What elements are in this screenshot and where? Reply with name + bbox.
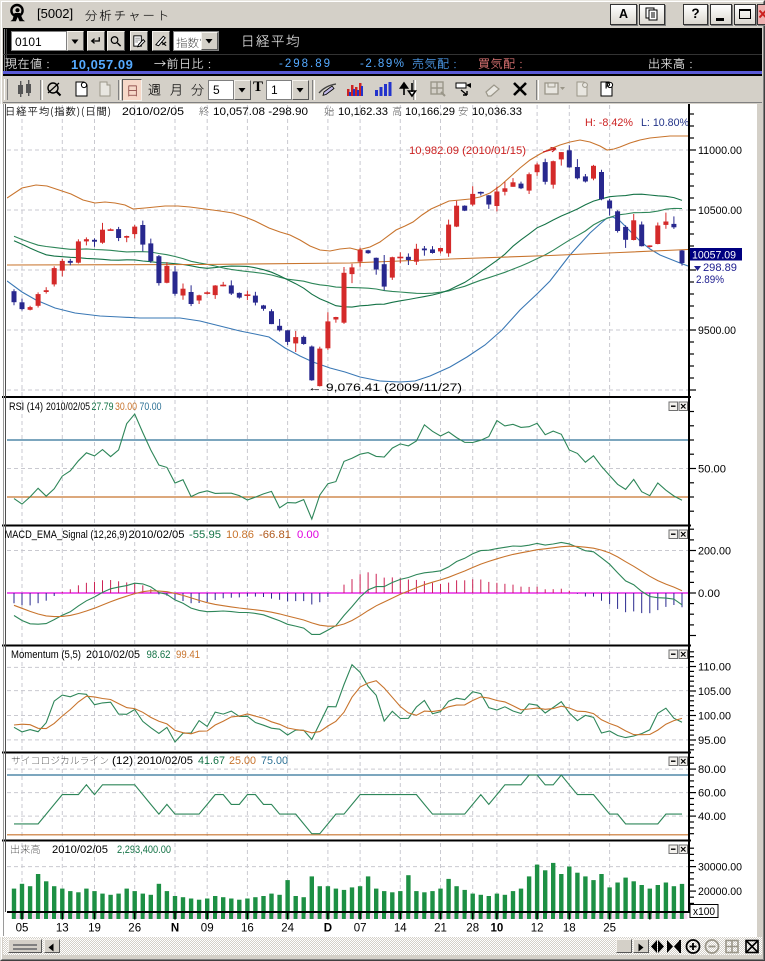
svg-text:10,982.09 (2010/01/15): 10,982.09 (2010/01/15) <box>409 145 526 157</box>
svg-text:2010/02/05: 2010/02/05 <box>129 529 185 541</box>
svg-text:80.00: 80.00 <box>698 764 726 776</box>
svg-text:25: 25 <box>603 923 616 935</box>
svg-text:(12): (12) <box>112 755 133 767</box>
svg-text:10,057.08 -298.90: 10,057.08 -298.90 <box>213 106 308 118</box>
svg-text:30.00: 30.00 <box>115 401 137 413</box>
svg-text:27.79: 27.79 <box>92 401 114 413</box>
svg-text:10.86: 10.86 <box>226 529 254 541</box>
svg-text:2010/02/05: 2010/02/05 <box>86 649 140 661</box>
svg-text:21: 21 <box>434 923 447 935</box>
svg-text:10057.09: 10057.09 <box>692 250 736 262</box>
svg-text:30000.00: 30000.00 <box>698 862 742 874</box>
svg-text:11000.00: 11000.00 <box>698 145 742 157</box>
svg-text:10,036.33: 10,036.33 <box>472 106 522 118</box>
svg-text:99.41: 99.41 <box>176 649 200 661</box>
svg-text:x100: x100 <box>693 906 715 918</box>
svg-text:09: 09 <box>201 923 214 935</box>
svg-text:24: 24 <box>281 923 294 935</box>
svg-text:2010/02/05: 2010/02/05 <box>52 844 108 856</box>
svg-text:2010/02/05: 2010/02/05 <box>122 106 184 118</box>
svg-text:25.00: 25.00 <box>229 755 256 767</box>
svg-text:298.89: 298.89 <box>703 262 737 274</box>
svg-text:← 9,076.41 (2009/11/27): ← 9,076.41 (2009/11/27) <box>308 382 462 394</box>
svg-text:L: 10.80%: L: 10.80% <box>641 117 689 129</box>
svg-text:2.89%: 2.89% <box>696 274 724 286</box>
svg-text:10,162.33: 10,162.33 <box>338 106 388 118</box>
svg-text:-66.81: -66.81 <box>259 529 291 541</box>
svg-text:19: 19 <box>88 923 101 935</box>
svg-text:2,293,400.00: 2,293,400.00 <box>117 844 171 856</box>
svg-text:16: 16 <box>241 923 254 935</box>
svg-text:14: 14 <box>394 923 407 935</box>
svg-text:98.62: 98.62 <box>147 649 171 661</box>
svg-text:2010/02/05: 2010/02/05 <box>137 755 193 767</box>
svg-text:10: 10 <box>491 923 504 935</box>
svg-text:50.00: 50.00 <box>698 464 726 476</box>
svg-text:20000.00: 20000.00 <box>698 886 742 898</box>
svg-text:110.00: 110.00 <box>698 662 731 674</box>
svg-text:105.00: 105.00 <box>698 686 731 698</box>
svg-text:P: P <box>605 82 611 91</box>
svg-text:95.00: 95.00 <box>698 735 726 747</box>
svg-text:41.67: 41.67 <box>198 755 225 767</box>
svg-text:12: 12 <box>531 923 544 935</box>
svg-text:-55.95: -55.95 <box>189 529 221 541</box>
svg-text:28: 28 <box>466 923 479 935</box>
svg-text:75.00: 75.00 <box>261 755 288 767</box>
svg-text:MACD_EMA_Signal (12,26,9): MACD_EMA_Signal (12,26,9) <box>5 529 128 541</box>
svg-text:60.00: 60.00 <box>698 788 726 800</box>
svg-text:200.00: 200.00 <box>698 546 731 558</box>
svg-text:0.00: 0.00 <box>297 529 319 541</box>
svg-text:07: 07 <box>354 923 367 935</box>
svg-text:H: -8.42%: H: -8.42% <box>585 117 633 129</box>
svg-text:18: 18 <box>563 923 576 935</box>
svg-text:0.00: 0.00 <box>698 588 720 600</box>
svg-text:10,166.29: 10,166.29 <box>405 106 455 118</box>
svg-text:13: 13 <box>56 923 69 935</box>
svg-text:Momentum (5,5): Momentum (5,5) <box>11 649 81 661</box>
svg-text:RSI (14): RSI (14) <box>9 401 43 413</box>
svg-text:2010/02/05: 2010/02/05 <box>46 401 90 413</box>
svg-text:N: N <box>171 923 179 935</box>
svg-text:05: 05 <box>16 923 29 935</box>
svg-text:9500.00: 9500.00 <box>698 325 736 337</box>
svg-text:40.00: 40.00 <box>698 811 726 823</box>
svg-text:10500.00: 10500.00 <box>698 205 742 217</box>
svg-text:26: 26 <box>128 923 141 935</box>
svg-text:100.00: 100.00 <box>698 711 731 723</box>
svg-text:70.00: 70.00 <box>140 401 162 413</box>
svg-text:D: D <box>324 923 332 935</box>
